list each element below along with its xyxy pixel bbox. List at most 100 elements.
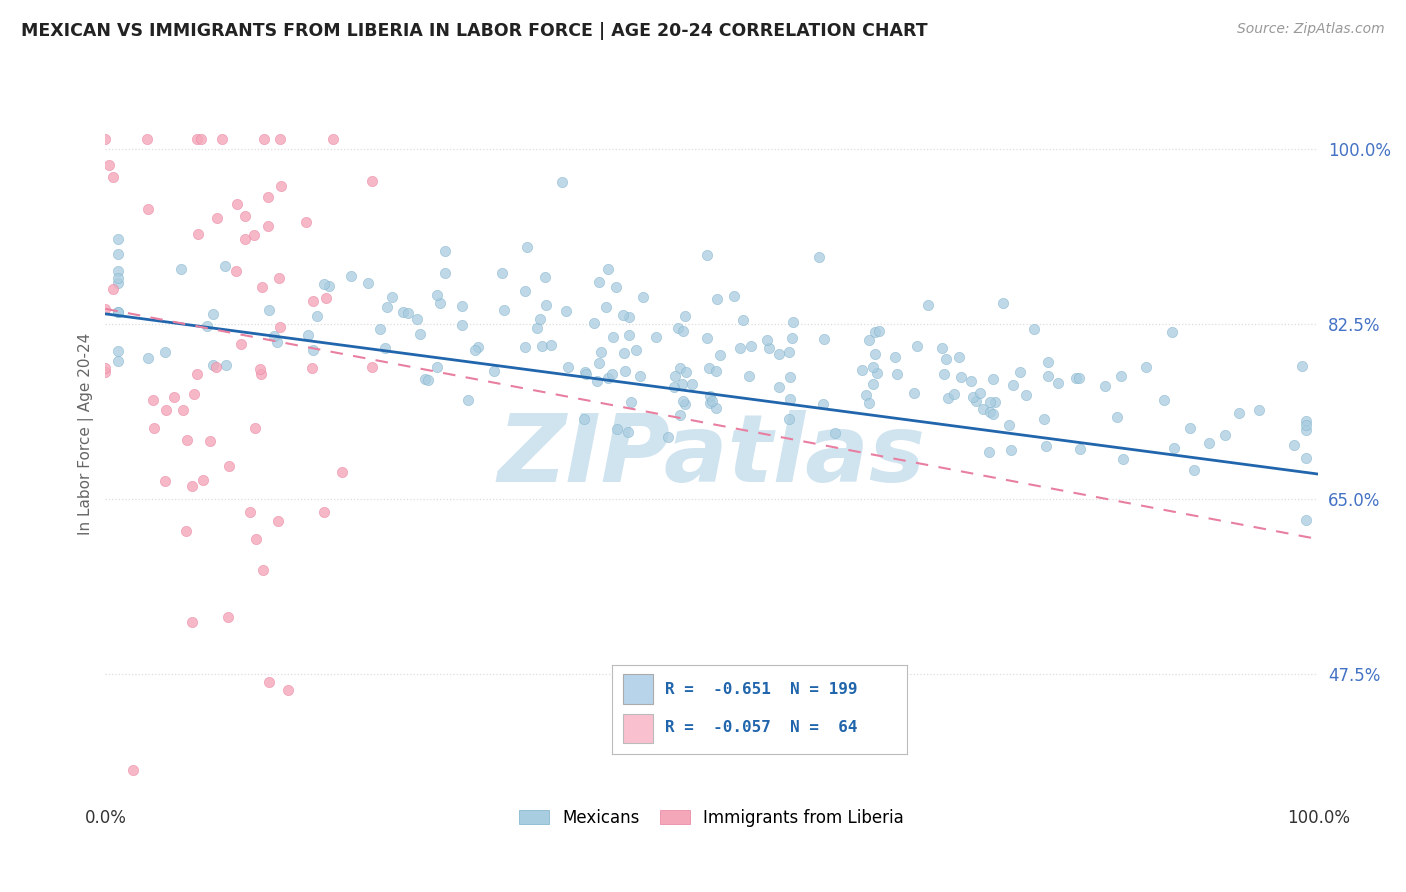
Point	[301, 360, 323, 375]
Point	[266, 334, 288, 349]
Point	[965, 393, 987, 408]
Point	[586, 374, 609, 388]
Point	[94, 301, 117, 316]
Point	[540, 337, 562, 351]
Point	[186, 131, 208, 145]
Point	[596, 370, 619, 384]
Point	[155, 344, 177, 359]
Point	[297, 328, 319, 343]
Point	[205, 359, 228, 374]
Point	[357, 276, 380, 290]
Legend: Mexicans, Immigrants from Liberia: Mexicans, Immigrants from Liberia	[512, 800, 912, 835]
Point	[1094, 378, 1116, 392]
Point	[218, 458, 240, 473]
Point	[242, 227, 264, 242]
Point	[596, 262, 619, 277]
Point	[257, 303, 280, 318]
Point	[574, 365, 596, 379]
Point	[101, 282, 124, 296]
Point	[226, 197, 249, 211]
Point	[602, 368, 624, 382]
Point	[782, 331, 804, 345]
Point	[315, 292, 337, 306]
Point	[202, 358, 225, 372]
Point	[195, 319, 218, 334]
Point	[943, 387, 966, 401]
Point	[1153, 392, 1175, 407]
Point	[1182, 463, 1205, 477]
Point	[277, 682, 299, 697]
Point	[217, 610, 239, 624]
Point	[269, 320, 291, 334]
Point	[1046, 376, 1069, 391]
Point	[229, 337, 252, 351]
Point	[136, 351, 159, 365]
FancyBboxPatch shape	[623, 674, 652, 704]
Point	[214, 260, 236, 274]
Point	[664, 368, 686, 383]
Point	[935, 351, 957, 366]
Point	[862, 377, 884, 392]
Point	[756, 333, 779, 347]
Point	[673, 309, 696, 323]
Point	[94, 361, 117, 376]
Point	[551, 175, 574, 189]
Point	[617, 328, 640, 343]
Point	[107, 304, 129, 318]
Point	[1035, 439, 1057, 453]
Point	[492, 303, 515, 318]
Point	[631, 290, 654, 304]
Point	[811, 397, 834, 411]
FancyBboxPatch shape	[623, 714, 652, 743]
Point	[183, 387, 205, 401]
Point	[141, 392, 163, 407]
Point	[1107, 409, 1129, 424]
Point	[662, 380, 685, 394]
Point	[245, 421, 267, 435]
Point	[1163, 441, 1185, 455]
Point	[174, 524, 197, 538]
Point	[257, 675, 280, 690]
Point	[416, 373, 439, 387]
Point	[330, 465, 353, 479]
Point	[704, 364, 727, 378]
Point	[225, 263, 247, 277]
Point	[934, 368, 956, 382]
Point	[605, 280, 627, 294]
Point	[779, 392, 801, 406]
Point	[620, 395, 643, 409]
Point	[94, 131, 117, 145]
Point	[302, 343, 325, 358]
Point	[233, 209, 256, 223]
Point	[201, 308, 224, 322]
Point	[396, 306, 419, 320]
Point	[931, 341, 953, 355]
Point	[1000, 443, 1022, 458]
Point	[588, 276, 610, 290]
Point	[107, 276, 129, 290]
Point	[94, 365, 117, 379]
Point	[993, 296, 1015, 310]
Point	[513, 340, 536, 354]
Point	[704, 401, 727, 416]
Point	[239, 505, 262, 519]
Point	[1295, 414, 1317, 428]
Point	[187, 227, 209, 242]
Point	[413, 372, 436, 386]
Y-axis label: In Labor Force | Age 20-24: In Labor Force | Age 20-24	[79, 333, 94, 535]
Point	[624, 343, 647, 358]
Point	[381, 290, 404, 304]
Point	[699, 396, 721, 410]
Point	[250, 367, 273, 381]
Point	[884, 350, 907, 364]
Point	[962, 390, 984, 404]
Point	[1064, 371, 1087, 385]
Point	[606, 422, 628, 436]
Point	[235, 232, 257, 246]
Point	[534, 298, 557, 312]
Point	[368, 322, 391, 336]
Point	[103, 169, 125, 184]
Point	[434, 244, 457, 258]
Point	[813, 332, 835, 346]
Point	[936, 391, 959, 405]
